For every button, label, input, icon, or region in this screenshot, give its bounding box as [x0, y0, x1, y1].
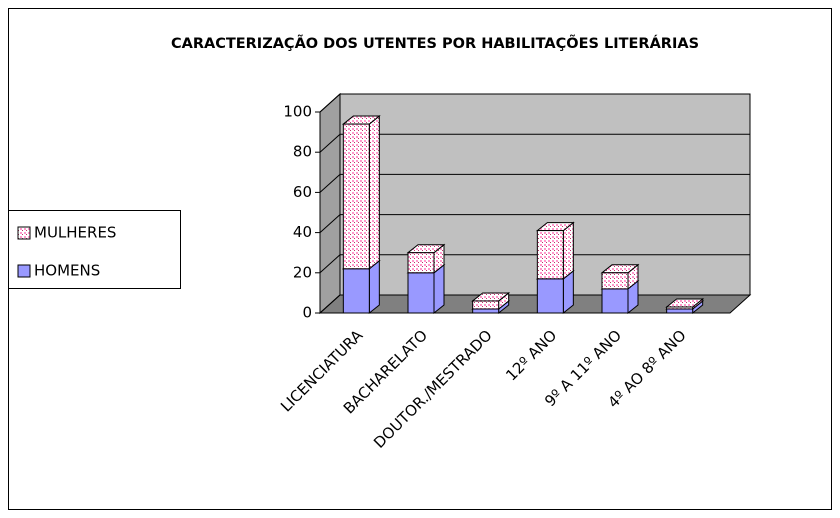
y-tick-label: 60 [293, 183, 312, 201]
bar [666, 306, 694, 310]
bar [407, 252, 435, 274]
bar [472, 308, 500, 314]
grid-line [319, 133, 750, 153]
bar [601, 288, 629, 314]
grid-line [319, 214, 750, 233]
bar-side [368, 115, 380, 270]
legend-label: HOMENS [34, 262, 100, 280]
bar [342, 268, 370, 314]
grid-line [319, 254, 750, 274]
legend-label: MULHERES [34, 224, 116, 242]
bar [342, 123, 370, 270]
grid-line [319, 173, 750, 193]
bar [536, 230, 564, 280]
y-tick-label: 20 [293, 263, 312, 281]
legend-box [8, 210, 181, 289]
y-tick-label: 40 [293, 223, 312, 241]
bar [472, 300, 500, 310]
legend-swatch [17, 226, 31, 240]
bar-side [562, 221, 574, 280]
bar [407, 272, 435, 314]
y-tick-label: 100 [283, 103, 312, 121]
side-wall [319, 92, 341, 315]
grid-line [319, 93, 750, 113]
bar [601, 272, 629, 290]
chart-title: CARACTERIZAÇÃO DOS UTENTES POR HABILITAÇ… [171, 34, 699, 52]
bar-side [368, 259, 380, 315]
y-tick-label: 0 [302, 304, 312, 322]
bar [666, 308, 694, 314]
legend-swatch [17, 264, 31, 278]
bar [536, 278, 564, 314]
y-tick-label: 80 [293, 143, 312, 161]
